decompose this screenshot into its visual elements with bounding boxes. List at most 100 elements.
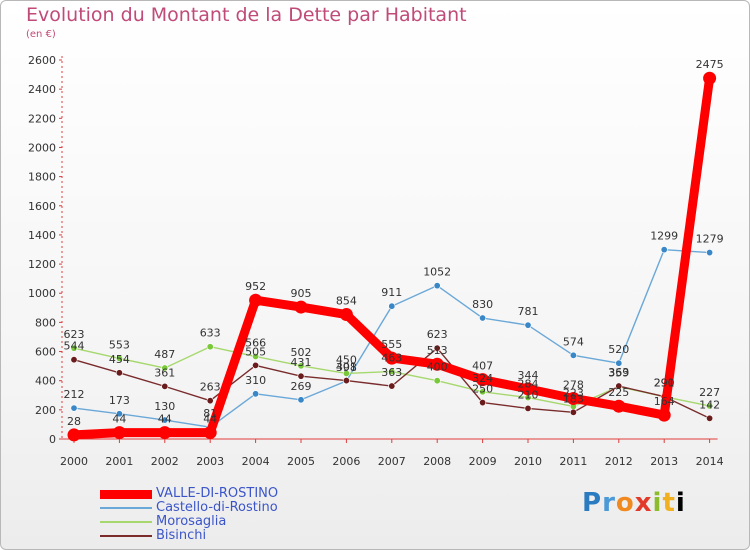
data-point bbox=[430, 357, 444, 371]
data-label: 278 bbox=[563, 378, 584, 391]
data-label: 574 bbox=[563, 335, 584, 348]
data-label: 555 bbox=[381, 338, 402, 351]
logo-letter: x bbox=[634, 488, 653, 518]
x-tick-label: 2001 bbox=[105, 455, 133, 468]
data-label: 633 bbox=[200, 327, 221, 340]
data-point bbox=[703, 71, 717, 85]
y-tick-label: 1800 bbox=[28, 171, 56, 184]
x-tick-label: 2004 bbox=[242, 455, 270, 468]
data-label: 142 bbox=[699, 398, 720, 411]
data-point bbox=[479, 399, 487, 407]
data-label: 502 bbox=[291, 346, 312, 359]
data-label: 290 bbox=[654, 377, 675, 390]
data-point bbox=[70, 356, 78, 364]
data-label: 269 bbox=[291, 380, 312, 393]
data-label: 1052 bbox=[423, 266, 451, 279]
data-label: 450 bbox=[336, 353, 357, 366]
y-tick-label: 400 bbox=[35, 375, 56, 388]
data-label: 1299 bbox=[650, 230, 678, 243]
data-point bbox=[115, 410, 123, 418]
data-label: 164 bbox=[654, 395, 675, 408]
data-point bbox=[615, 382, 623, 390]
data-label: 1279 bbox=[696, 233, 724, 246]
data-point bbox=[115, 354, 123, 362]
data-point bbox=[615, 359, 623, 367]
data-point bbox=[657, 408, 671, 422]
data-label: 505 bbox=[245, 345, 266, 358]
y-tick-label: 1600 bbox=[28, 200, 56, 213]
data-point bbox=[385, 351, 399, 365]
x-tick-label: 2012 bbox=[605, 455, 633, 468]
data-label: 911 bbox=[381, 286, 402, 299]
data-point bbox=[524, 404, 532, 412]
data-label: 212 bbox=[64, 388, 85, 401]
legend-swatch bbox=[100, 535, 152, 537]
data-label: 363 bbox=[381, 366, 402, 379]
x-tick-label: 2008 bbox=[423, 455, 451, 468]
data-label: 359 bbox=[608, 367, 629, 380]
data-point bbox=[612, 399, 626, 413]
data-label: 173 bbox=[109, 394, 130, 407]
data-point bbox=[297, 396, 305, 404]
data-label: 401 bbox=[336, 361, 357, 374]
data-label: 210 bbox=[518, 388, 539, 401]
data-point bbox=[294, 300, 308, 314]
x-tick-label: 2002 bbox=[151, 455, 179, 468]
chart-title: Evolution du Montant de la Dette par Hab… bbox=[26, 4, 467, 26]
logo-letter: i bbox=[675, 488, 686, 518]
data-point bbox=[569, 351, 577, 359]
data-label: 324 bbox=[472, 372, 493, 385]
data-point bbox=[297, 362, 305, 370]
chart-subtitle: (en €) bbox=[26, 29, 56, 40]
data-label: 520 bbox=[608, 343, 629, 356]
y-tick-label: 1400 bbox=[28, 229, 56, 242]
data-point bbox=[433, 344, 441, 352]
data-point bbox=[112, 426, 126, 440]
data-point bbox=[203, 426, 217, 440]
x-tick-label: 2011 bbox=[559, 455, 587, 468]
x-tick-label: 2013 bbox=[650, 455, 678, 468]
data-point bbox=[521, 382, 535, 396]
data-point bbox=[388, 382, 396, 390]
legend-swatch bbox=[100, 507, 152, 509]
data-point bbox=[479, 314, 487, 322]
data-point bbox=[388, 302, 396, 310]
data-point bbox=[706, 402, 714, 410]
data-point bbox=[388, 368, 396, 376]
legend-label: Castello-di-Rostino bbox=[156, 500, 278, 515]
data-label: 513 bbox=[427, 344, 448, 357]
y-tick-label: 800 bbox=[35, 316, 56, 329]
data-point bbox=[161, 364, 169, 372]
x-tick-label: 2009 bbox=[469, 455, 497, 468]
data-point bbox=[252, 352, 260, 360]
data-point bbox=[433, 282, 441, 290]
x-tick-label: 2007 bbox=[378, 455, 406, 468]
data-label: 227 bbox=[699, 386, 720, 399]
data-label: 284 bbox=[518, 378, 539, 391]
y-tick-label: 2200 bbox=[28, 112, 56, 125]
data-label: 81 bbox=[203, 407, 217, 420]
y-tick-label: 200 bbox=[35, 404, 56, 417]
data-label: 183 bbox=[563, 392, 584, 405]
data-label: 398 bbox=[336, 361, 357, 374]
data-label: 310 bbox=[245, 374, 266, 387]
data-point bbox=[342, 369, 350, 377]
data-point bbox=[70, 404, 78, 412]
data-point bbox=[206, 397, 214, 405]
legend-swatch bbox=[100, 490, 152, 499]
data-label: 781 bbox=[518, 305, 539, 318]
data-point bbox=[524, 321, 532, 329]
y-tick-label: 2000 bbox=[28, 141, 56, 154]
data-point bbox=[706, 414, 714, 422]
data-label: 544 bbox=[64, 340, 85, 353]
data-point bbox=[115, 369, 123, 377]
logo-letter: o bbox=[615, 488, 635, 518]
y-tick-label: 1200 bbox=[28, 258, 56, 271]
data-label: 250 bbox=[472, 383, 493, 396]
data-point bbox=[297, 372, 305, 380]
data-label: 407 bbox=[472, 360, 493, 373]
data-label: 952 bbox=[245, 280, 266, 293]
x-tick-label: 2014 bbox=[696, 455, 724, 468]
